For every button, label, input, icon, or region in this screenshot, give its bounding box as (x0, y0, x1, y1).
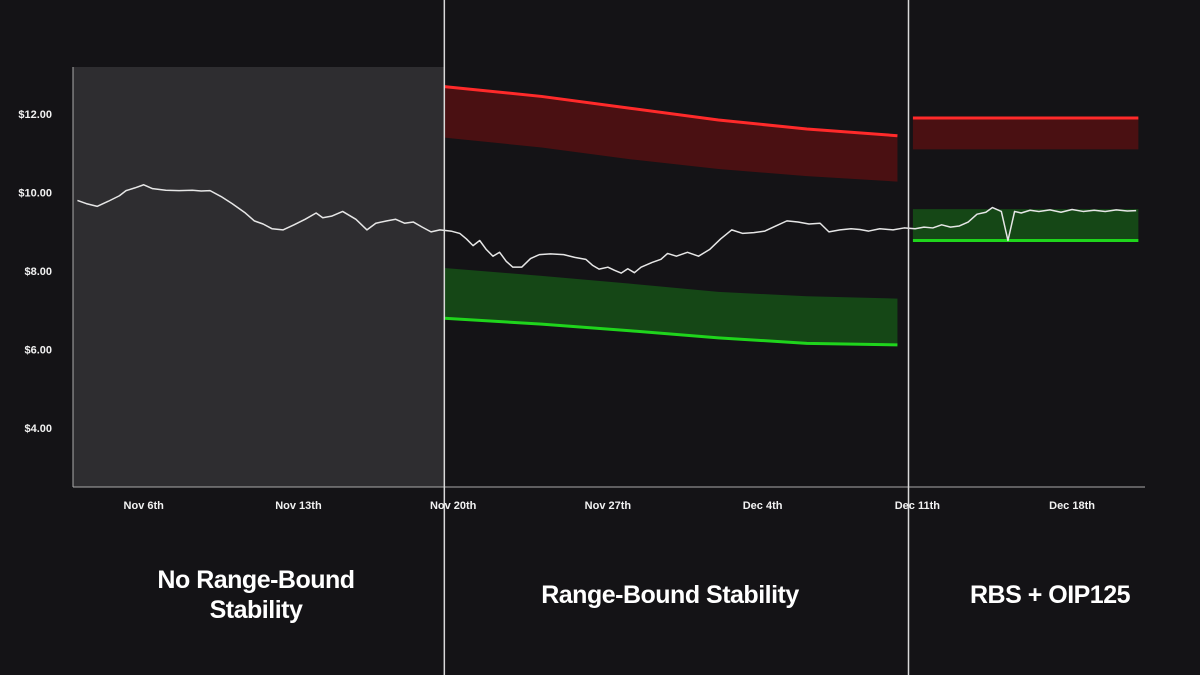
x-tick-label: Nov 27th (585, 500, 632, 512)
upper-band-rbs-line (444, 85, 898, 138)
section-label-rbs-oip125: RBS + OIP125 (969, 581, 1131, 609)
x-tick-label: Nov 6th (124, 500, 165, 512)
lower-band-rbs-fill (444, 267, 898, 345)
lower-band-oip125-fill (912, 209, 1139, 241)
upper-band-rbs-fill (444, 86, 898, 182)
x-tick-label: Nov 13th (275, 500, 322, 512)
y-tick-label: $6.00 (24, 345, 52, 357)
upper-band-oip125-fill (912, 118, 1139, 150)
x-tick-label: Dec 4th (743, 500, 783, 512)
y-tick-label: $12.00 (18, 109, 52, 121)
x-tick-label: Dec 18th (1049, 500, 1095, 512)
price-line (77, 184, 1137, 274)
y-tick-label: $4.00 (24, 423, 52, 435)
section-label-no-rbs: No Range-Bound Stability (157, 566, 355, 624)
y-tick-label: $8.00 (24, 266, 52, 278)
y-tick-label: $10.00 (18, 188, 52, 200)
x-tick-label: Dec 11th (895, 500, 941, 512)
no-rbs-shaded-region (73, 67, 445, 487)
section-label-rbs: Range-Bound Stability (541, 581, 799, 609)
x-tick-label: Nov 20th (430, 500, 477, 512)
lower-band-rbs-line (444, 316, 898, 347)
